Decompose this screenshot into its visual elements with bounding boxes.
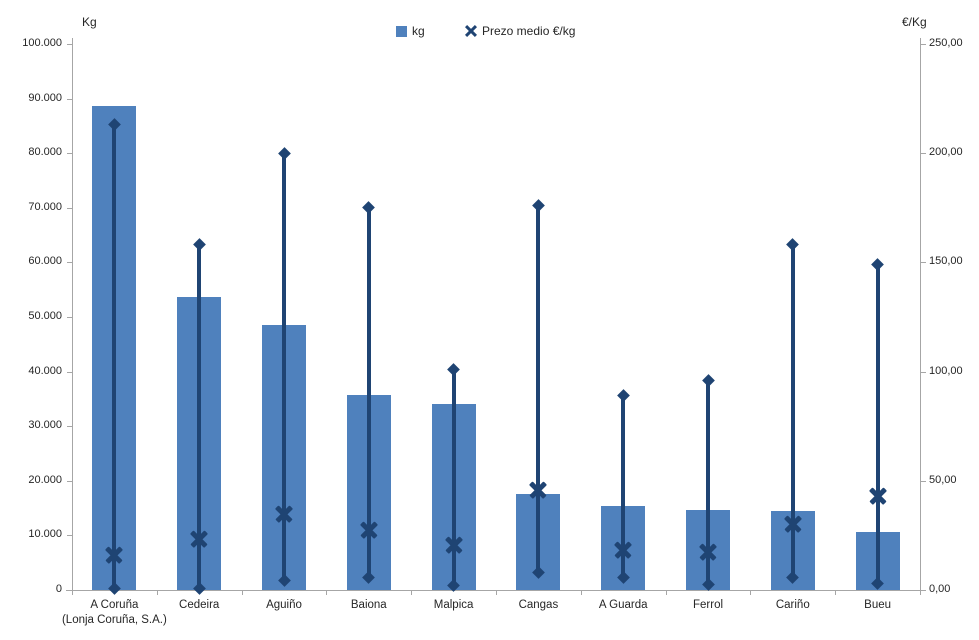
legend-item-prezo-medio[interactable]: Prezo medio €/kg: [464, 24, 575, 38]
price-range-line: [621, 395, 626, 578]
prezo-medio-marker-icon[interactable]: [360, 521, 378, 539]
prezo-medio-marker-icon[interactable]: [190, 530, 208, 548]
left-axis-tick: [67, 98, 72, 100]
left-axis-tick-label: 100.000: [22, 37, 62, 49]
right-axis-tick-label: 0,00: [929, 583, 951, 595]
x-axis-line: [66, 590, 926, 591]
right-axis-line: [920, 38, 921, 591]
category-label: Baiona: [350, 599, 387, 611]
x-axis-tick: [580, 591, 582, 595]
right-axis-title: €/Kg: [902, 15, 927, 29]
category-label: Cangas: [518, 599, 559, 611]
left-axis-tick-label: 20.000: [28, 473, 62, 486]
left-axis-tick: [67, 480, 72, 482]
legend-label-prezo-medio: Prezo medio €/kg: [482, 24, 576, 38]
x-axis-tick: [920, 591, 921, 595]
price-max-marker-icon: [192, 238, 206, 252]
x-axis-tick: [750, 591, 752, 595]
price-max-marker-icon: [616, 389, 630, 402]
x-axis-tick: [241, 591, 243, 595]
price-range-line: [790, 244, 795, 578]
prezo-medio-marker-icon[interactable]: [529, 480, 548, 499]
left-axis-tick-label: 60.000: [28, 255, 62, 268]
prezo-medio-marker-icon[interactable]: [784, 515, 802, 534]
right-axis-tick: [921, 371, 926, 373]
x-axis-tick: [156, 591, 158, 595]
price-range-line: [536, 205, 541, 573]
left-axis-tick-label: 40.000: [28, 364, 62, 377]
price-max-marker-icon: [701, 373, 715, 387]
left-axis-tick-label: 10.000: [28, 528, 62, 541]
left-axis-tick: [67, 153, 72, 155]
price-max-marker-icon: [447, 363, 460, 376]
x-marker-icon: [464, 24, 477, 38]
right-axis-tick-label: 100,00: [929, 364, 963, 377]
right-axis-tick: [921, 153, 926, 155]
left-axis-tick-label: 50.000: [28, 310, 62, 322]
prezo-medio-marker-icon[interactable]: [868, 487, 887, 505]
left-axis-tick: [67, 262, 72, 264]
x-axis-tick: [496, 591, 497, 595]
right-axis-tick-label: 150,00: [929, 255, 963, 268]
left-axis-tick: [67, 44, 72, 45]
price-max-marker-icon: [786, 238, 800, 252]
price-range-line: [706, 380, 710, 585]
right-axis-tick: [921, 480, 926, 482]
category-label: Bueu: [864, 599, 892, 611]
left-axis-tick: [67, 207, 72, 209]
category-label: A Coruña (Lonja Coruña, S.A.): [61, 599, 167, 626]
x-axis-tick: [835, 591, 837, 595]
right-axis-tick: [921, 44, 926, 45]
chart-legend: kg Prezo medio €/kg: [0, 24, 979, 42]
price-range-line: [197, 244, 202, 589]
price-range-line: [112, 124, 117, 589]
right-axis-tick: [921, 590, 926, 591]
x-axis-tick: [665, 591, 667, 595]
left-axis-tick-label: 70.000: [28, 200, 62, 213]
price-max-marker-icon: [362, 201, 376, 215]
prezo-medio-marker-icon[interactable]: [444, 536, 463, 554]
left-axis-tick: [67, 535, 72, 537]
price-range-line: [282, 153, 286, 581]
category-label: Cariño: [775, 599, 810, 611]
category-label: A Guarda: [598, 599, 648, 611]
left-axis-tick-label: 80.000: [28, 146, 62, 159]
left-axis-tick: [67, 317, 72, 318]
prezo-medio-marker-icon[interactable]: [105, 546, 124, 564]
prezo-medio-marker-icon[interactable]: [699, 543, 717, 561]
kg-series-swatch-icon: [396, 25, 407, 37]
category-label: Malpica: [433, 599, 474, 611]
right-axis-tick-label: 50,00: [929, 473, 957, 486]
right-axis-tick-label: 200,00: [929, 146, 963, 159]
left-axis-tick: [67, 371, 72, 373]
right-axis-tick-label: 250,00: [929, 37, 963, 49]
category-label: Aguiño: [266, 599, 302, 611]
right-axis-tick: [921, 262, 926, 264]
left-axis-title: Kg: [82, 15, 97, 29]
price-range-line: [366, 207, 371, 578]
price-range-line: [451, 369, 456, 586]
x-axis-tick: [411, 591, 413, 595]
category-label: Ferrol: [692, 599, 724, 611]
left-axis-tick-label: 90.000: [28, 91, 62, 104]
left-axis-tick: [67, 590, 72, 591]
prezo-medio-marker-icon[interactable]: [614, 540, 632, 559]
left-axis-tick-label: 0: [55, 583, 62, 595]
legend-item-kg[interactable]: kg: [396, 24, 425, 38]
left-axis-line: [72, 38, 73, 591]
legend-label-kg: kg: [412, 24, 425, 38]
left-axis-tick-label: 30.000: [28, 419, 62, 432]
price-range-line: [875, 264, 880, 584]
prezo-medio-marker-icon[interactable]: [275, 504, 293, 523]
x-axis-tick: [326, 591, 328, 595]
price-max-marker-icon: [871, 258, 884, 271]
category-label: Cedeira: [179, 599, 220, 611]
price-max-marker-icon: [277, 146, 291, 160]
price-max-marker-icon: [532, 199, 545, 212]
left-axis-tick: [67, 426, 72, 428]
x-axis-tick: [72, 591, 73, 595]
